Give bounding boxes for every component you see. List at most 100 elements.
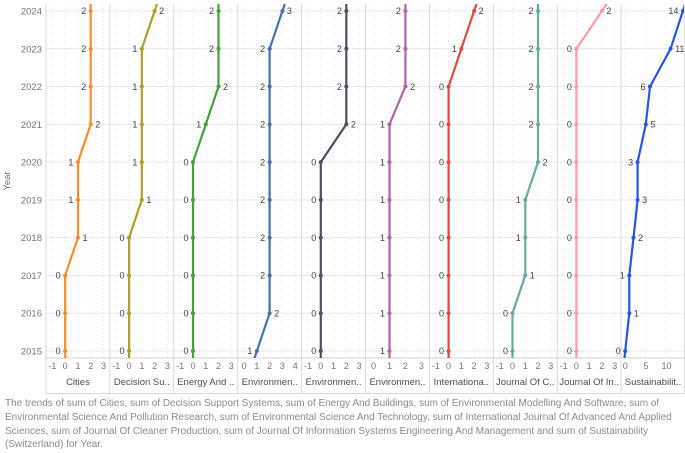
data-label: 0	[567, 82, 572, 92]
data-point	[536, 84, 541, 89]
x-tick-label: 1	[331, 361, 336, 371]
panel-title: Journal Of C..	[496, 377, 555, 388]
data-point	[574, 197, 579, 202]
x-tick-label: 1	[459, 361, 464, 371]
data-point	[267, 197, 272, 202]
small-multiples-line-chart: 2015201620172018201920202021202220232024…	[2, 4, 685, 394]
x-tick-label: 0	[574, 361, 579, 371]
data-label: 2	[260, 157, 265, 167]
trend-line	[191, 4, 220, 358]
x-tick-label: 1	[139, 361, 144, 371]
data-point	[216, 46, 221, 51]
data-point	[446, 160, 451, 165]
data-point	[139, 197, 144, 202]
data-point	[472, 9, 477, 13]
data-point	[267, 235, 272, 240]
data-point	[574, 311, 579, 316]
data-label: 0	[183, 346, 188, 356]
data-label: 1	[68, 157, 73, 167]
data-point	[643, 122, 648, 127]
data-point	[63, 311, 68, 316]
data-label: 0	[183, 195, 188, 205]
panel-title: Energy And ..	[177, 377, 234, 388]
x-tick-label: 3	[612, 361, 617, 371]
data-label: 2	[337, 82, 342, 92]
data-label: 1	[132, 157, 137, 167]
x-tick-label: 2	[216, 361, 221, 371]
data-label: 0	[567, 44, 572, 54]
data-label: 1	[380, 157, 385, 167]
data-point	[75, 160, 80, 165]
data-point	[387, 273, 392, 278]
data-label: 2	[209, 6, 214, 16]
data-point	[446, 273, 451, 278]
x-tick-label: 0	[63, 361, 68, 371]
panel-title: Journal Of In..	[559, 377, 619, 388]
year-tick-label: 2022	[21, 82, 42, 93]
data-label: 1	[146, 195, 151, 205]
data-point	[403, 84, 408, 89]
data-label: 1	[380, 195, 385, 205]
data-label: 0	[439, 271, 444, 281]
data-label: 0	[439, 233, 444, 243]
data-point	[523, 235, 528, 240]
year-tick-label: 2017	[21, 271, 42, 282]
data-point	[318, 349, 323, 353]
x-tick-label: 2	[599, 361, 604, 371]
data-label: 0	[311, 308, 316, 318]
x-tick-label: 3	[419, 361, 424, 371]
data-point	[387, 122, 392, 127]
data-point	[344, 46, 349, 51]
x-tick-label: 1	[587, 361, 592, 371]
data-label: 1	[82, 233, 87, 243]
x-tick-label: 1	[203, 361, 208, 371]
year-tick-label: 2020	[21, 158, 42, 169]
data-point	[523, 197, 528, 202]
data-point	[88, 84, 93, 89]
x-tick-label: -1	[496, 361, 504, 371]
data-point	[190, 273, 195, 278]
data-label: 2	[337, 44, 342, 54]
data-label: 1	[516, 233, 521, 243]
trend-line	[511, 4, 540, 358]
data-label: 0	[439, 82, 444, 92]
x-tick-label: -1	[112, 361, 120, 371]
data-point	[403, 46, 408, 51]
caption: The trends of sum of Cities, sum of Deci…	[5, 398, 672, 451]
data-label: 0	[439, 120, 444, 130]
year-tick-label: 2019	[21, 195, 42, 206]
data-label: 2	[260, 120, 265, 130]
data-point	[574, 160, 579, 165]
data-point	[63, 273, 68, 278]
data-label: 2	[351, 120, 356, 130]
x-tick-label: 0	[190, 361, 195, 371]
data-label: 0	[311, 157, 316, 167]
x-tick-label: 2	[472, 361, 477, 371]
data-point	[574, 349, 579, 353]
x-tick-label: -1	[176, 361, 184, 371]
panel-title: Decision Su..	[114, 377, 170, 388]
y-axis-title: Year	[2, 171, 13, 190]
data-point	[446, 197, 451, 202]
x-tick-label: 0	[510, 361, 515, 371]
year-tick-label: 2018	[21, 233, 42, 244]
x-tick-label: 0	[318, 361, 323, 371]
data-point	[88, 122, 93, 127]
data-point	[510, 311, 515, 316]
data-point	[318, 160, 323, 165]
data-label: 0	[311, 271, 316, 281]
panel-title: Cities	[66, 377, 90, 388]
data-point	[510, 349, 515, 353]
data-point	[152, 9, 157, 13]
data-point	[623, 349, 628, 353]
data-label: 3	[642, 195, 647, 205]
data-point	[647, 84, 652, 89]
data-point	[344, 122, 349, 127]
x-tick-label: 1	[387, 361, 392, 371]
x-tick-label: 0	[446, 361, 451, 371]
x-tick-label: 4	[293, 361, 298, 371]
